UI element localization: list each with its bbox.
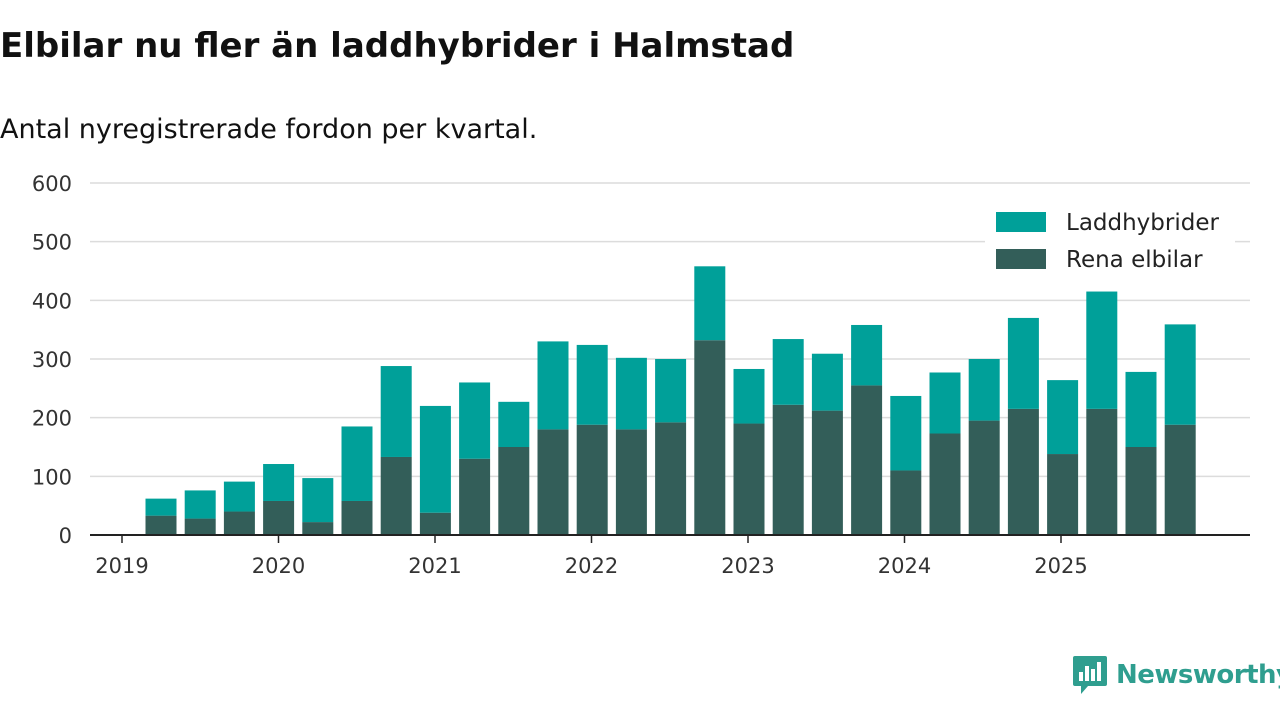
x-tick-label: 2021	[408, 554, 461, 578]
bar-laddhybrider	[929, 372, 961, 434]
bar-rena-elbilar	[968, 420, 1000, 535]
bar-laddhybrider	[733, 368, 765, 424]
bar-laddhybrider	[694, 266, 726, 341]
y-tick-label: 100	[32, 465, 72, 489]
bar-rena-elbilar	[772, 404, 804, 535]
bar-laddhybrider	[419, 405, 451, 513]
bar-rena-elbilar	[302, 522, 334, 535]
bar-rena-elbilar	[851, 385, 883, 535]
bar-rena-elbilar	[263, 500, 295, 535]
bar-laddhybrider	[263, 464, 295, 501]
bar-laddhybrider	[498, 401, 530, 447]
bar-laddhybrider	[1125, 371, 1157, 447]
bar-laddhybrider	[1047, 380, 1079, 455]
bar-rena-elbilar	[733, 423, 765, 535]
y-tick-label: 600	[32, 172, 72, 196]
newsworthy-logo-icon	[1073, 656, 1107, 694]
bar-rena-elbilar	[1007, 408, 1039, 535]
newsworthy-logo: Newsworthy	[1072, 654, 1280, 696]
bar-rena-elbilar	[498, 447, 530, 535]
bar-laddhybrider	[655, 359, 687, 423]
bar-laddhybrider	[459, 382, 491, 459]
bar-laddhybrider	[968, 359, 1000, 421]
axes: 0 100 200 300 400 500 600 2019 2020 2021 2022 2023 2…	[32, 172, 1250, 578]
bar-rena-elbilar	[459, 458, 491, 535]
x-tick-label: 2024	[878, 554, 931, 578]
newsworthy-logo-text: Newsworthy	[1116, 660, 1280, 690]
bar-laddhybrider	[223, 481, 255, 512]
bar-rena-elbilar	[341, 500, 373, 535]
bar-rena-elbilar	[694, 340, 726, 535]
bar-rena-elbilar	[615, 429, 647, 535]
x-tick-label: 2023	[721, 554, 774, 578]
y-tick-label: 500	[32, 231, 72, 255]
x-tick-label: 2020	[252, 554, 305, 578]
bar-rena-elbilar	[655, 422, 687, 535]
bar-laddhybrider	[851, 324, 883, 386]
bar-laddhybrider	[890, 395, 922, 471]
bar-laddhybrider	[380, 366, 412, 457]
bar-laddhybrider	[576, 344, 608, 425]
chart-subtitle: Antal nyregistrerade fordon per kvartal.	[0, 114, 538, 145]
bar-laddhybrider	[811, 353, 843, 411]
y-tick-label: 400	[32, 289, 72, 313]
bar-rena-elbilar	[145, 515, 177, 535]
legend-swatch	[996, 249, 1046, 269]
x-tick-label: 2019	[95, 554, 148, 578]
bars	[145, 266, 1196, 535]
bar-laddhybrider	[772, 339, 804, 405]
bar-laddhybrider	[302, 478, 334, 523]
stacked-bar-chart: 0 100 200 300 400 500 600 2019 2020 2021 2022 2023 2…	[32, 172, 1250, 578]
legend-label: Laddhybrider	[1066, 210, 1219, 236]
x-tick-label: 2025	[1034, 554, 1087, 578]
y-tick-label: 0	[59, 524, 72, 548]
bar-rena-elbilar	[1125, 447, 1157, 535]
bar-laddhybrider	[341, 426, 373, 501]
bar-laddhybrider	[1086, 291, 1118, 409]
bar-rena-elbilar	[576, 424, 608, 535]
legend: Laddhybrider Rena elbilar	[985, 200, 1235, 282]
bar-rena-elbilar	[811, 410, 843, 535]
bar-laddhybrider	[1007, 317, 1039, 409]
bar-laddhybrider	[184, 490, 216, 519]
bar-rena-elbilar	[419, 512, 451, 535]
legend-swatch	[996, 212, 1046, 232]
bar-rena-elbilar	[223, 511, 255, 535]
bar-rena-elbilar	[184, 518, 216, 535]
chart-title: Elbilar nu fler än laddhybrider i Halmst…	[0, 26, 795, 66]
bar-laddhybrider	[1164, 324, 1196, 425]
bar-rena-elbilar	[1086, 408, 1118, 535]
x-tick-label: 2022	[565, 554, 618, 578]
bar-rena-elbilar	[890, 470, 922, 535]
y-tick-label: 300	[32, 348, 72, 372]
bar-laddhybrider	[145, 498, 177, 516]
bar-rena-elbilar	[1047, 454, 1079, 535]
bar-rena-elbilar	[537, 429, 569, 535]
bar-rena-elbilar	[380, 456, 412, 535]
bar-rena-elbilar	[1164, 424, 1196, 535]
y-tick-label: 200	[32, 407, 72, 431]
legend-label: Rena elbilar	[1066, 247, 1203, 273]
bar-rena-elbilar	[929, 433, 961, 535]
bar-laddhybrider	[537, 341, 569, 430]
bar-laddhybrider	[615, 357, 647, 430]
